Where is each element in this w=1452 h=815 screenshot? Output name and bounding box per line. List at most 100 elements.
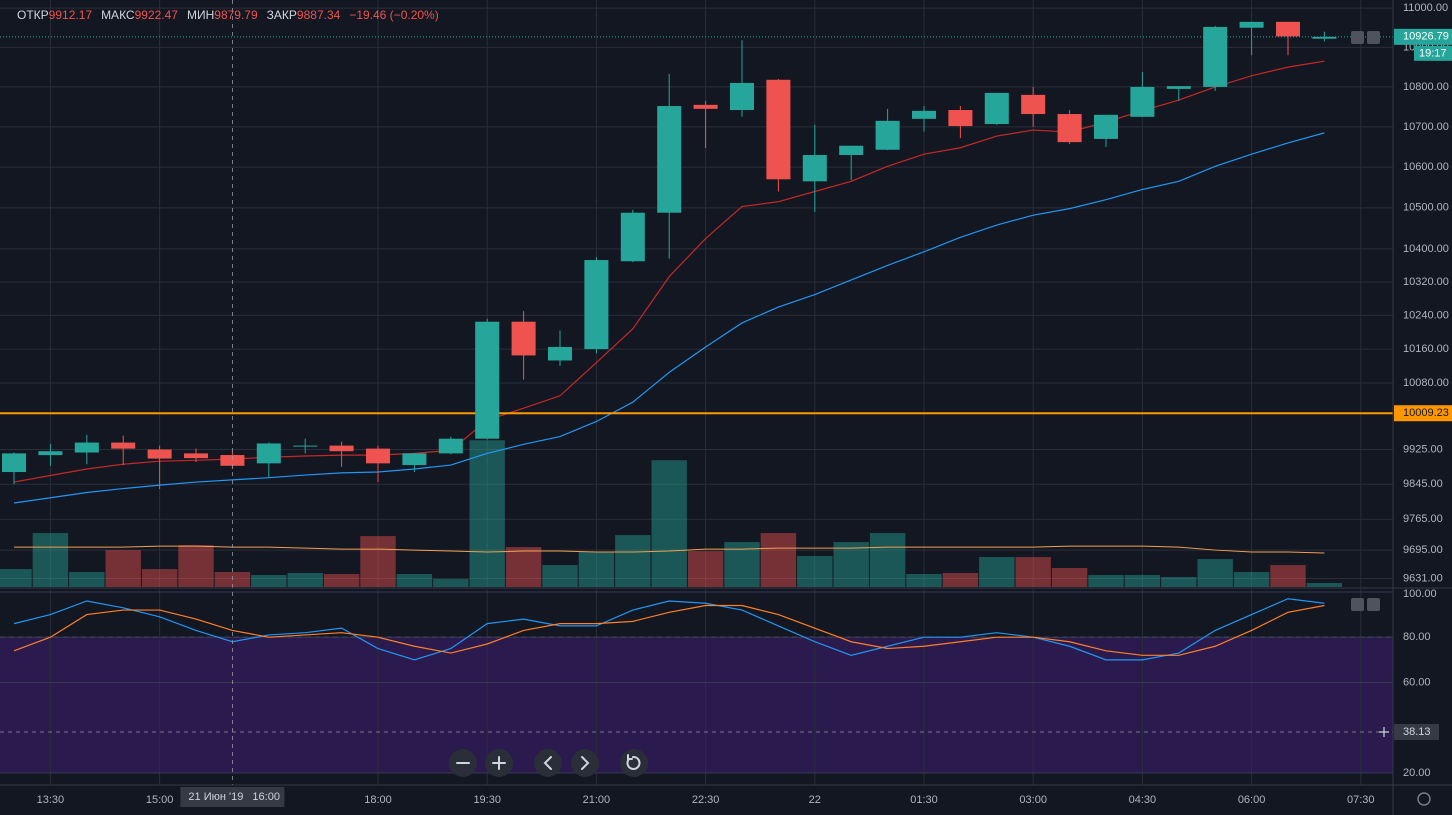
y-tick-label: 10600.00	[1403, 161, 1449, 173]
candle-body	[183, 453, 209, 459]
volume-bar	[1306, 583, 1343, 587]
candle-body	[911, 110, 937, 119]
volume-bar	[542, 565, 578, 587]
y-tick-label: 10320.00	[1403, 276, 1449, 288]
volume-bar	[360, 536, 396, 587]
volume-bar	[1015, 557, 1051, 587]
moving-average	[13, 132, 1325, 504]
x-tick-label: 07:30	[1347, 794, 1375, 806]
volume-bar	[578, 552, 615, 587]
crosshair-time-label: 16:00	[252, 791, 280, 803]
stoch-band	[0, 637, 1393, 774]
candle-body	[1203, 26, 1228, 87]
candle-body	[1021, 94, 1046, 115]
candle-body	[948, 110, 973, 127]
volume-bar	[797, 556, 833, 587]
candle-body	[147, 449, 172, 459]
label: ОТКР	[17, 8, 49, 22]
y-tick-label: 10500.00	[1403, 202, 1449, 214]
y-tick-label: 9631.00	[1403, 572, 1443, 584]
volume-bar	[760, 533, 797, 587]
last-price-label-bg	[1394, 28, 1452, 45]
volume-bar	[906, 574, 942, 587]
volume-bar	[1233, 572, 1270, 587]
candle-body	[729, 82, 755, 111]
x-tick-label: 13:30	[37, 794, 65, 806]
y-tick-label: 100.00	[1403, 588, 1437, 600]
y-tick-label: 11000.00	[1403, 2, 1448, 14]
x-tick-label: 22:30	[692, 794, 720, 806]
candle-body	[766, 79, 791, 180]
pane-controls	[1351, 31, 1431, 806]
candle-body	[402, 453, 427, 466]
volume-bar	[433, 579, 469, 587]
y-tick-label: 20.00	[1403, 767, 1431, 779]
countdown: 19:17	[1419, 48, 1447, 60]
label: МАКС	[101, 8, 135, 22]
candle-body	[547, 346, 573, 361]
y-tick-label: 10700.00	[1403, 121, 1449, 133]
crosshair-plus	[1379, 726, 1389, 737]
candle-body	[365, 448, 391, 464]
candle-body	[38, 451, 63, 456]
candle-body	[438, 438, 463, 454]
pane-up-button[interactable]	[1351, 598, 1364, 611]
candle-body	[511, 321, 536, 356]
crosshair-date-label: 21 Июн '19	[188, 791, 243, 803]
candle-body	[657, 106, 682, 213]
x-tick-label: 06:00	[1238, 794, 1266, 806]
navigation-buttons	[449, 749, 648, 777]
reset-button[interactable]	[620, 749, 648, 777]
x-tick-label: 01:30	[910, 794, 938, 806]
y-tick-label: 10800.00	[1403, 81, 1449, 93]
countdown-bg	[1414, 45, 1452, 61]
volume-bar	[469, 440, 505, 587]
main-pane	[0, 0, 1393, 785]
crosshair-x-label-bg	[180, 787, 285, 807]
volume-bar	[615, 535, 651, 587]
candle-body	[1312, 36, 1337, 39]
candle-body	[111, 442, 136, 449]
candle-body	[329, 445, 354, 452]
stoch-line	[13, 604, 1325, 656]
y-tick-label: 9695.00	[1403, 544, 1443, 556]
candle-body	[984, 92, 1009, 125]
volume-bar	[1051, 568, 1088, 587]
candle-body	[693, 104, 718, 109]
volume-bar	[105, 550, 141, 587]
y-tick-label: 60.00	[1403, 676, 1431, 688]
candle-body	[1093, 114, 1119, 139]
volume-bar	[979, 557, 1015, 587]
volume-bar	[32, 533, 69, 587]
x-tick-label: 18:00	[364, 794, 392, 806]
y-tick-label: 9925.00	[1403, 443, 1443, 455]
ohlc-header: ОТКР9912.17 МАКС9922.47 МИН9879.79 ЗАКР9887…	[17, 8, 448, 22]
y-tick-label: 10080.00	[1403, 377, 1449, 389]
volume-bar	[141, 569, 178, 587]
candle-body	[1166, 86, 1191, 89]
y-tick-label: 10240.00	[1403, 309, 1449, 321]
zoom-out-button[interactable]	[449, 749, 477, 777]
x-tick-label: 19:30	[473, 794, 501, 806]
candle-body	[1239, 21, 1264, 28]
scroll-left-button[interactable]	[534, 749, 562, 777]
pane-down-button[interactable]	[1351, 31, 1364, 44]
pane-maximize-button[interactable]	[1367, 31, 1380, 44]
candle-body	[875, 120, 900, 150]
volume-bar	[0, 569, 32, 587]
volume-bar	[1124, 575, 1161, 587]
change: −19.46 (−0.20%)	[349, 8, 439, 22]
y-tick-label: 9845.00	[1403, 478, 1443, 490]
scroll-right-button[interactable]	[571, 749, 599, 777]
settings-button[interactable]	[1417, 792, 1431, 806]
label: МИН	[186, 8, 215, 22]
pane-maximize-button[interactable]	[1367, 598, 1380, 611]
value: 9887.34	[296, 8, 341, 22]
x-tick-label: 21:00	[583, 794, 611, 806]
candle-body	[584, 260, 609, 350]
zoom-in-button[interactable]	[485, 749, 513, 777]
crosshair-y-label: 38.13	[1403, 726, 1431, 738]
volume-bar	[1161, 577, 1197, 587]
